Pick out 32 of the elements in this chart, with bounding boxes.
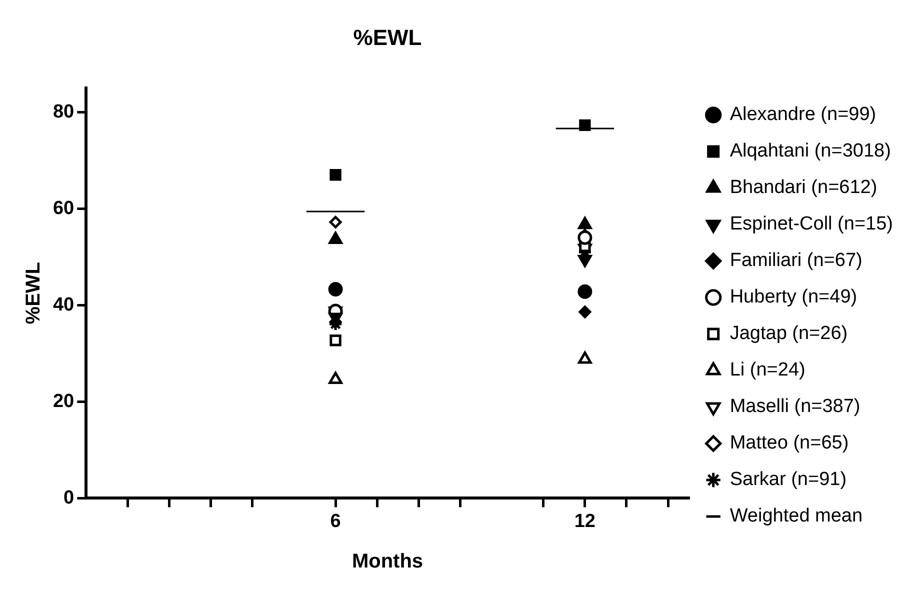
legend-label: Matteo (n=65) [730,432,849,454]
y-tick-label: 60 [52,198,74,219]
point [329,216,342,228]
legend-label: Bhandari (n=612) [730,177,878,198]
y-tick-label: 80 [52,101,74,122]
y-tick-label: 40 [52,294,74,316]
legend-label: Espinet-Coll (n=15) [730,214,894,235]
point [579,119,591,132]
point [578,284,592,299]
x-tick-label: 6 [330,510,341,532]
legend-label: Huberty (n=49) [730,286,858,308]
point [330,334,342,346]
point [328,232,342,244]
point [578,230,592,245]
legend-label: Li (n=24) [730,360,806,381]
legend-label: Weighted mean [730,506,863,527]
legend-label: Jagtap (n=26) [730,323,848,344]
legend-label: Alqahtani (n=3018) [730,140,891,162]
legend-label: Familiari (n=67) [730,250,862,272]
y-axis-title: %EWL [22,262,45,324]
x-axis-title: Months [352,550,424,573]
chart-title: %EWL [353,25,422,50]
point [330,169,342,181]
point [578,306,592,318]
legend-label: Alexandre (n=99) [730,104,876,126]
y-tick-label: 0 [64,487,74,508]
legend-label: Maselli (n=387) [730,396,860,418]
y-tick-label: 20 [52,390,74,412]
x-tick-label: 12 [574,510,596,532]
point [578,216,592,230]
point [328,282,343,296]
legend-label: Sarkar (n=91) [730,469,847,490]
